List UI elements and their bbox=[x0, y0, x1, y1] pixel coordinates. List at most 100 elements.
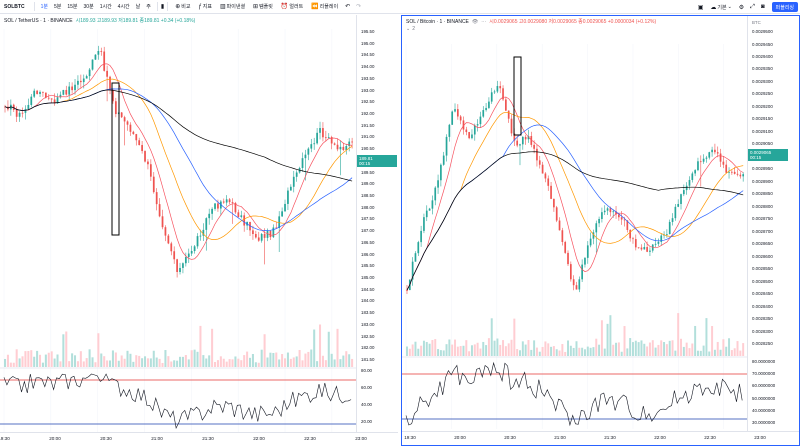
right-chart-pane[interactable]: SOL / Bitcoin · 1 · BINANCE 👁 ⋯ 시0.00290… bbox=[401, 15, 800, 446]
fullscreen-icon[interactable]: ⤢ bbox=[750, 3, 755, 10]
price-tick-label: 189.50 bbox=[361, 169, 375, 175]
candle-body bbox=[468, 132, 470, 139]
settings-gear-icon[interactable]: ⚙ bbox=[738, 4, 745, 11]
left-chart-pane[interactable]: SOL / TetherUS · 1 · BINANCE 시189.93 고18… bbox=[0, 15, 398, 446]
candle-body bbox=[94, 54, 97, 60]
left-chart-canvas[interactable] bbox=[0, 15, 356, 432]
undo-icon[interactable]: ↶ bbox=[345, 4, 351, 10]
layout-select-button[interactable]: ☁ 기본 ⌄ bbox=[706, 4, 735, 11]
volume-bar bbox=[27, 351, 30, 367]
toolbar-right-group: ▣ ☁ 기본 ⌄ ⚙ ⤢ ◙ 퍼블리싱 bbox=[695, 0, 800, 14]
layout-grid-icon[interactable]: ▣ bbox=[697, 4, 704, 11]
left-price-axis[interactable]: 195.50 195.00 194.50 194.00 193.50 193.00 192.… bbox=[356, 15, 398, 446]
interval-week-button[interactable]: 주 bbox=[146, 4, 151, 10]
volume-bar bbox=[519, 350, 521, 356]
templates-button[interactable]: ⊞ 템플릿 bbox=[249, 3, 277, 10]
publish-button[interactable]: 퍼블리싱 bbox=[771, 2, 798, 12]
volume-bar bbox=[158, 358, 161, 367]
time-tick-label: 20:30 bbox=[100, 436, 112, 441]
interval-30m-button[interactable]: 30분 bbox=[83, 4, 94, 10]
replay-button[interactable]: ⏪ 리플레이 bbox=[307, 3, 342, 10]
volume-bar bbox=[711, 326, 714, 356]
candle-body bbox=[348, 141, 351, 147]
price-tick-label: 190.50 bbox=[361, 146, 375, 152]
interval-1h-button[interactable]: 1시간 bbox=[99, 4, 112, 10]
interval-1m-button[interactable]: 1분 bbox=[40, 4, 48, 10]
volume-bar bbox=[33, 356, 36, 367]
right-chart-canvas[interactable] bbox=[402, 16, 747, 431]
volume-bar bbox=[739, 350, 742, 356]
interval-4h-button[interactable]: 4시간 bbox=[117, 4, 130, 10]
candle-body bbox=[505, 99, 507, 111]
right-time-axis[interactable]: 19:30 20:00 20:30 21:00 21:30 22:00 22:30 23:00 bbox=[402, 431, 799, 445]
candle-body bbox=[459, 116, 462, 121]
volume-bar bbox=[671, 340, 674, 356]
price-tick-label: 192.00 bbox=[361, 111, 375, 116]
candle-body bbox=[584, 257, 586, 265]
candle-body bbox=[471, 134, 473, 139]
camera-icon[interactable]: ◙ bbox=[760, 4, 765, 10]
interval-15m-button[interactable]: 15분 bbox=[67, 4, 78, 10]
left-time-axis[interactable]: 19:30 20:00 20:30 21:00 21:30 22:00 22:30 23:00 bbox=[0, 432, 398, 446]
price-tick-label: 0.0028300 bbox=[752, 328, 773, 334]
volume-bar bbox=[555, 349, 558, 356]
candle-body bbox=[603, 210, 606, 213]
candle-body bbox=[668, 221, 671, 235]
price-tick-label: 0.0028550 bbox=[752, 266, 773, 272]
right-price-axis[interactable]: BTC 0.0029500 0.0029450 0.0029400 0.0029350… bbox=[747, 16, 799, 445]
financials-button[interactable]: ▥ 파이낸셜 bbox=[216, 3, 249, 10]
right-legend-title[interactable]: SOL / Bitcoin · 1 · BINANCE bbox=[406, 18, 469, 25]
replay-label: 리플레이 bbox=[319, 4, 339, 10]
volume-bar bbox=[586, 346, 589, 356]
symbol-search-button[interactable]: SOLBTC bbox=[4, 3, 25, 10]
volume-bar bbox=[516, 349, 519, 356]
compare-button[interactable]: ⊕ 비교 bbox=[171, 3, 194, 10]
right-legend-sub-count: 2 bbox=[412, 26, 415, 32]
interval-5m-button[interactable]: 5분 bbox=[53, 4, 62, 10]
candle-body bbox=[114, 101, 117, 115]
candle-body bbox=[333, 143, 336, 145]
time-tick-label: 22:00 bbox=[654, 435, 666, 440]
volume-bar bbox=[654, 347, 657, 356]
candle-body bbox=[541, 164, 544, 174]
candle-body bbox=[728, 171, 730, 173]
time-tick-label: 21:00 bbox=[554, 435, 566, 440]
volume-bar bbox=[120, 355, 123, 367]
bar-chart-icon: ▥ bbox=[219, 4, 226, 10]
redo-icon[interactable]: ↷ bbox=[356, 4, 362, 10]
candle-body bbox=[339, 146, 342, 150]
volume-bar bbox=[626, 348, 629, 356]
osc-tick-label: 80.0000000 bbox=[752, 359, 776, 364]
candle-body bbox=[654, 243, 657, 245]
current-price-badge: 0.0029065 00:15 bbox=[748, 149, 788, 161]
volume-bar bbox=[71, 353, 74, 367]
alert-button[interactable]: ⏰ 얼러트 bbox=[277, 3, 307, 10]
volume-bar bbox=[609, 315, 612, 356]
volume-bar bbox=[18, 358, 21, 367]
left-legend-title[interactable]: SOL / TetherUS · 1 · BINANCE bbox=[4, 17, 73, 24]
volume-bar bbox=[190, 350, 193, 367]
volume-bar bbox=[640, 340, 643, 356]
candle-body bbox=[68, 86, 71, 95]
candle-body bbox=[702, 158, 705, 162]
volume-bar bbox=[682, 346, 685, 356]
candle-body bbox=[519, 144, 521, 146]
candle-body bbox=[272, 227, 275, 238]
price-tick-label: 191.50 bbox=[361, 122, 375, 128]
candle-body bbox=[85, 76, 88, 79]
right-legend-sub[interactable]: ⌄ 2 bbox=[406, 26, 415, 32]
more-icon[interactable]: ⋯ bbox=[481, 18, 487, 25]
candle-body bbox=[581, 264, 583, 280]
candle-body bbox=[733, 171, 736, 174]
candle-style-icon[interactable]: ▮ bbox=[160, 4, 165, 10]
candle-body bbox=[225, 199, 228, 203]
candle-body bbox=[564, 241, 567, 253]
indicators-button[interactable]: ƒ 지표 bbox=[194, 3, 216, 11]
candle-body bbox=[502, 88, 504, 100]
eye-icon[interactable]: 👁 bbox=[471, 18, 479, 25]
volume-bar bbox=[298, 350, 301, 367]
interval-day-button[interactable]: 날 bbox=[135, 4, 141, 10]
candle-body bbox=[310, 144, 313, 149]
candle-body bbox=[488, 101, 490, 108]
highlight-rectangle bbox=[111, 82, 120, 236]
